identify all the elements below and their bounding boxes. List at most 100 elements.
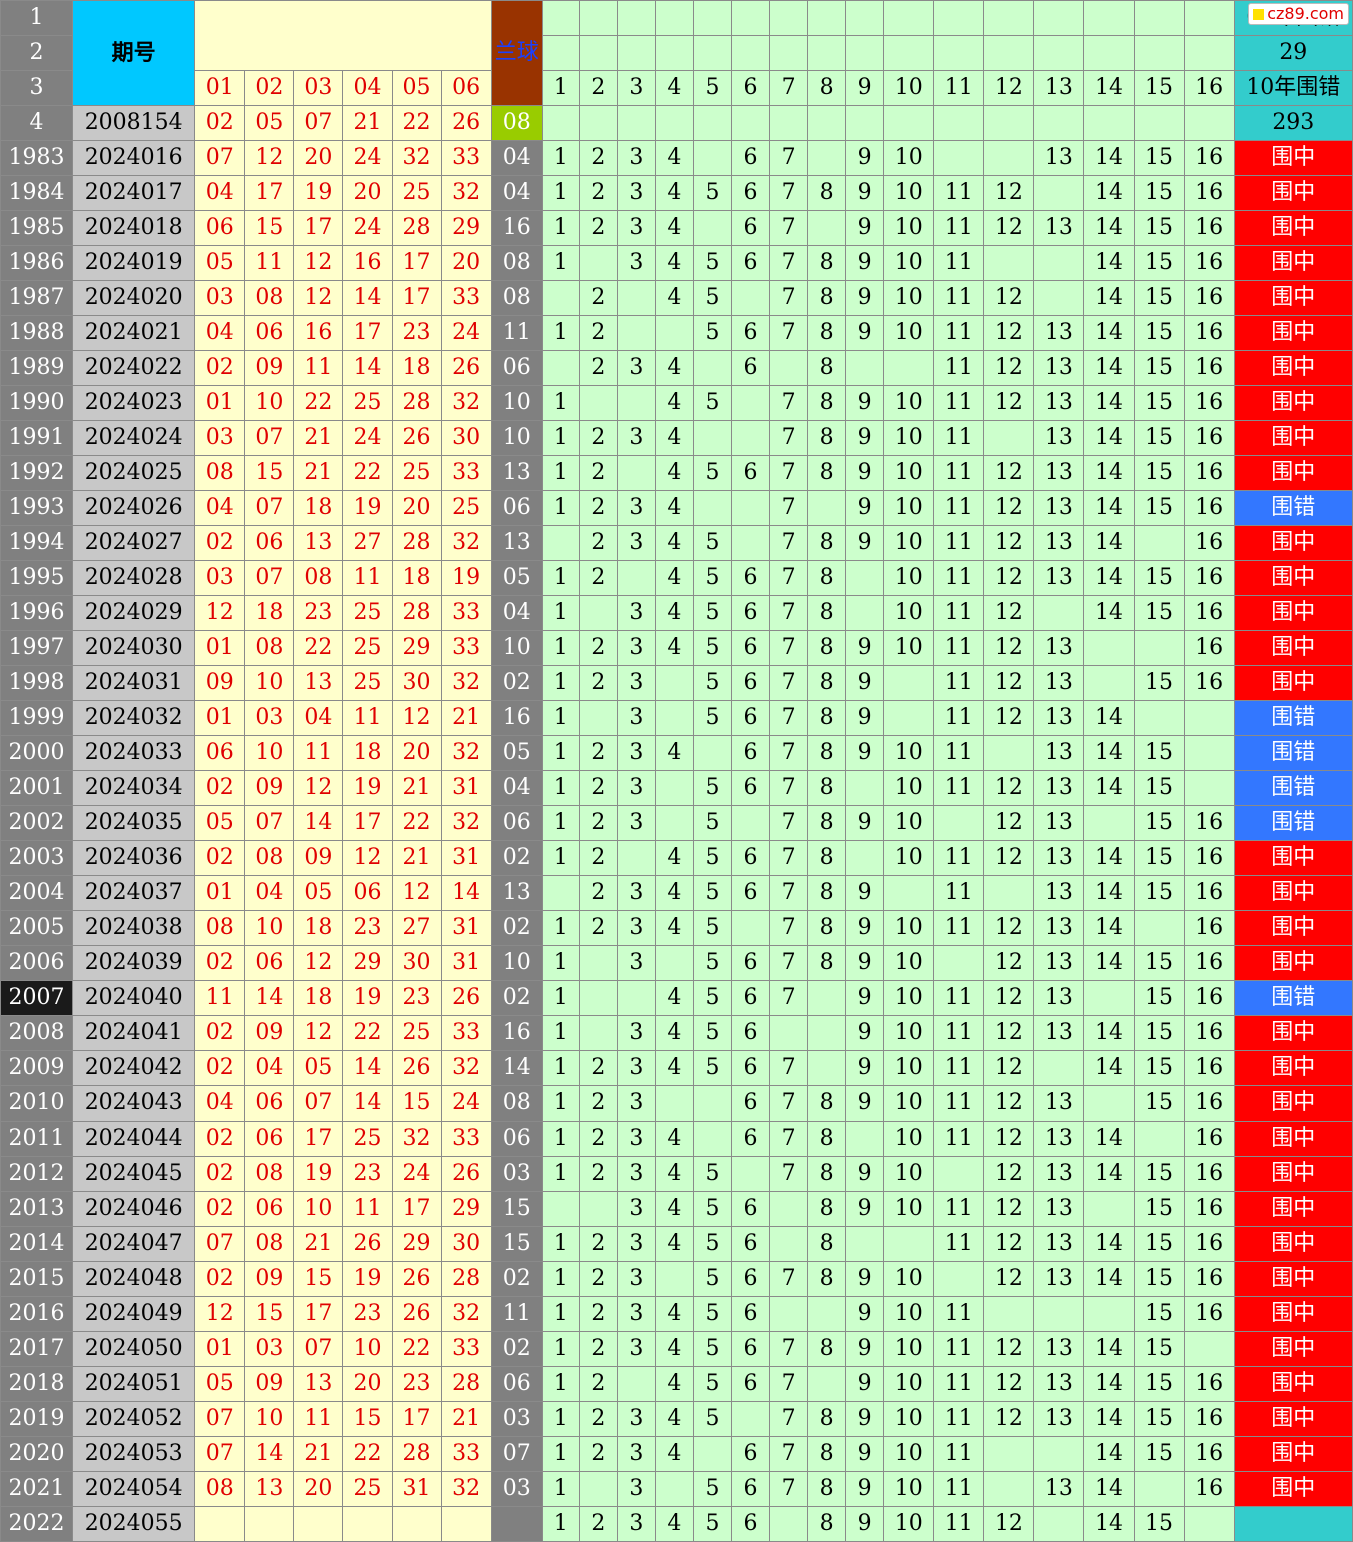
red-ball-cell[interactable]: 25: [342, 665, 393, 702]
grid-number-cell[interactable]: [578, 980, 618, 1017]
blue-ball-cell[interactable]: 06: [490, 1120, 543, 1157]
result-badge[interactable]: 围错: [1233, 980, 1353, 1017]
grid-number-cell[interactable]: [1083, 1085, 1135, 1122]
grid-number-cell[interactable]: [616, 455, 656, 492]
grid-number-cell[interactable]: 15: [1133, 490, 1185, 527]
grid-number-cell[interactable]: 15: [1133, 280, 1185, 317]
grid-number-cell[interactable]: 3: [616, 630, 656, 667]
row-number[interactable]: 1983: [0, 140, 74, 177]
grid-number-cell[interactable]: [807, 1295, 847, 1332]
result-badge[interactable]: 围中: [1233, 1225, 1353, 1262]
grid-col-header[interactable]: 8: [807, 70, 847, 107]
grid-number-cell[interactable]: [730, 490, 771, 527]
grid-number-cell[interactable]: 10: [883, 490, 935, 527]
grid-number-cell[interactable]: 1: [541, 385, 580, 422]
red-ball-cell[interactable]: 10: [244, 910, 295, 947]
grid-number-cell[interactable]: [692, 140, 733, 177]
grid-blank-cell[interactable]: [1083, 0, 1135, 37]
grid-number-cell[interactable]: 8: [807, 665, 847, 702]
grid-number-cell[interactable]: 9: [845, 420, 885, 457]
grid-number-cell[interactable]: 9: [845, 630, 885, 667]
grid-number-cell[interactable]: 2: [578, 1330, 618, 1367]
grid-number-cell[interactable]: 13: [1033, 840, 1085, 877]
grid-number-cell[interactable]: [1083, 665, 1135, 702]
grid-number-cell[interactable]: 6: [730, 350, 771, 387]
red-ball-cell[interactable]: 28: [440, 1365, 492, 1402]
grid-number-cell[interactable]: [1183, 1505, 1235, 1542]
grid-number-cell[interactable]: 5: [692, 455, 733, 492]
period-cell[interactable]: 2024020: [72, 280, 196, 317]
grid-number-cell[interactable]: 15: [1133, 210, 1185, 247]
result-badge[interactable]: 围错: [1233, 490, 1353, 527]
grid-number-cell[interactable]: 4: [654, 875, 694, 912]
grid-number-cell[interactable]: 5: [692, 1365, 733, 1402]
row-number[interactable]: 1991: [0, 420, 74, 457]
grid-number-cell[interactable]: 2: [578, 1085, 618, 1122]
result-badge[interactable]: 围中: [1233, 665, 1353, 702]
row-number[interactable]: 1988: [0, 315, 74, 352]
red-ball-cell[interactable]: 06: [194, 735, 246, 772]
grid-number-cell[interactable]: 14: [1083, 1330, 1135, 1367]
grid-number-cell[interactable]: 5: [692, 1050, 733, 1087]
grid-number-cell[interactable]: 12: [983, 700, 1035, 737]
grid-number-cell[interactable]: 15: [1133, 1330, 1185, 1367]
red-ball-cell[interactable]: 09: [244, 1015, 295, 1052]
grid-number-cell[interactable]: 10: [883, 770, 935, 807]
grid-number-cell[interactable]: 16: [1183, 1015, 1235, 1052]
grid-number-cell[interactable]: 4: [654, 560, 694, 597]
red-ball-cell[interactable]: 12: [244, 140, 295, 177]
grid-number-cell[interactable]: 15: [1133, 1295, 1185, 1332]
blue-ball-cell[interactable]: 08: [490, 1085, 543, 1122]
grid-number-cell[interactable]: 8: [807, 1330, 847, 1367]
result-badge[interactable]: 围中: [1233, 1190, 1353, 1227]
grid-number-cell[interactable]: 4: [654, 1015, 694, 1052]
blue-ball-cell[interactable]: 03: [490, 1470, 543, 1507]
red-ball-cell[interactable]: 11: [342, 560, 393, 597]
grid-number-cell[interactable]: 12: [983, 1015, 1035, 1052]
grid-number-cell[interactable]: 3: [616, 1050, 656, 1087]
result-badge[interactable]: 围中: [1233, 1400, 1353, 1437]
red-ball-cell[interactable]: 32: [440, 805, 492, 842]
red-ball-cell[interactable]: 14: [293, 805, 344, 842]
row-number[interactable]: 2008: [0, 1015, 74, 1052]
grid-number-cell[interactable]: 2: [578, 1120, 618, 1157]
red-ball-cell[interactable]: 19: [342, 980, 393, 1017]
grid-number-cell[interactable]: 16: [1183, 1400, 1235, 1437]
grid-number-cell[interactable]: [654, 315, 694, 352]
red-ball-cell[interactable]: 32: [440, 735, 492, 772]
reference-red-ball[interactable]: 07: [293, 105, 344, 142]
grid-blank-cell[interactable]: [1133, 105, 1185, 142]
grid-number-cell[interactable]: 7: [769, 525, 809, 562]
grid-number-cell[interactable]: 8: [807, 735, 847, 772]
red-ball-cell[interactable]: 21: [440, 1400, 492, 1437]
grid-number-cell[interactable]: 11: [933, 1050, 985, 1087]
grid-number-cell[interactable]: 11: [933, 210, 985, 247]
grid-number-cell[interactable]: 13: [1033, 1470, 1085, 1507]
grid-number-cell[interactable]: 15: [1133, 1260, 1185, 1297]
grid-blank-cell[interactable]: [654, 0, 694, 37]
grid-number-cell[interactable]: 9: [845, 700, 885, 737]
grid-number-cell[interactable]: 13: [1033, 1365, 1085, 1402]
blue-ball-cell[interactable]: 04: [490, 770, 543, 807]
reference-red-ball[interactable]: 02: [194, 105, 246, 142]
red-ball-cell[interactable]: 12: [391, 700, 442, 737]
grid-number-cell[interactable]: [578, 945, 618, 982]
red-ball-cell[interactable]: 17: [293, 1120, 344, 1157]
grid-number-cell[interactable]: 2: [578, 560, 618, 597]
red-ball-cell[interactable]: [293, 1505, 344, 1542]
grid-number-cell[interactable]: 6: [730, 1365, 771, 1402]
grid-number-cell[interactable]: 6: [730, 1015, 771, 1052]
grid-col-header[interactable]: 7: [769, 70, 809, 107]
grid-number-cell[interactable]: 13: [1033, 735, 1085, 772]
grid-number-cell[interactable]: 11: [933, 1330, 985, 1367]
grid-number-cell[interactable]: 13: [1033, 315, 1085, 352]
grid-number-cell[interactable]: 2: [578, 140, 618, 177]
grid-number-cell[interactable]: 12: [983, 1365, 1035, 1402]
grid-number-cell[interactable]: 14: [1083, 1050, 1135, 1087]
red-ball-cell[interactable]: 11: [244, 245, 295, 282]
row-number[interactable]: 2002: [0, 805, 74, 842]
grid-number-cell[interactable]: 10: [883, 140, 935, 177]
grid-number-cell[interactable]: 1: [541, 1085, 580, 1122]
grid-number-cell[interactable]: 10: [883, 1295, 935, 1332]
grid-number-cell[interactable]: 8: [807, 1155, 847, 1192]
